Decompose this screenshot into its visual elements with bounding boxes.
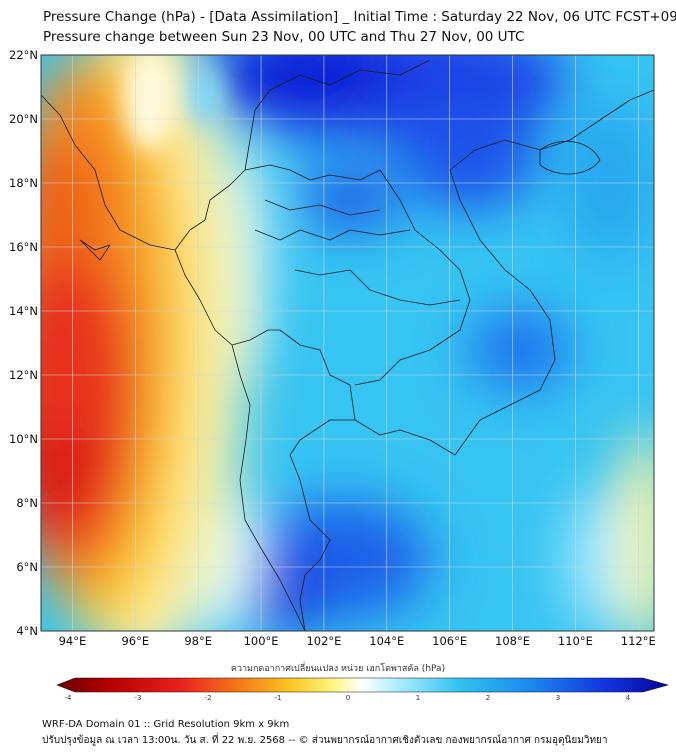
lat-label: 6°N [16, 560, 38, 574]
graticule [41, 54, 654, 632]
lon-label: 108°E [495, 634, 530, 648]
lon-label: 94°E [59, 634, 87, 648]
lat-label: 10°N [9, 432, 38, 446]
colorbar-tick: 4 [626, 694, 631, 702]
lat-label: 20°N [9, 112, 38, 126]
lon-label: 104°E [369, 634, 404, 648]
colorbar-tick: 0 [346, 694, 350, 702]
colorbar-tick: 1 [416, 694, 420, 702]
lat-label: 12°N [9, 368, 38, 382]
pressure-field [41, 55, 654, 631]
lon-label: 102°E [306, 634, 341, 648]
lat-label: 22°N [9, 48, 38, 62]
colorbar: -4 -3 -2 -1 0 1 2 3 4 [56, 677, 670, 702]
lon-label: 112°E [621, 634, 656, 648]
chart-subtitle: Pressure change between Sun 23 Nov, 00 U… [43, 29, 525, 45]
lat-label: 18°N [9, 176, 38, 190]
lon-label: 98°E [184, 634, 212, 648]
chart-title: Pressure Change (hPa) - [Data Assimilati… [43, 9, 676, 25]
lon-label: 106°E [432, 634, 467, 648]
colorbar-label: ความกดอากาศเปลี่ยนแปลง หน่วย เฮกโตพาสคัล… [230, 664, 446, 674]
colorbar-tick: 2 [486, 694, 490, 702]
map-frame [40, 54, 655, 632]
colorbar-tick: 3 [556, 694, 560, 702]
lon-label: 110°E [558, 634, 593, 648]
boundaries [41, 59, 654, 631]
lat-label: 4°N [16, 624, 38, 638]
lat-label: 16°N [9, 240, 38, 254]
lon-label: 100°E [244, 634, 279, 648]
lat-label: 8°N [16, 496, 38, 510]
colorbar-tick: -4 [65, 694, 73, 702]
colorbar-tick: -2 [205, 694, 212, 702]
colorbar-tick: -1 [275, 694, 282, 702]
update-credit: ปรับปรุงข้อมูล ณ เวลา 13:00น. วัน ส. ที่… [42, 735, 608, 746]
colorbar-tick: -3 [135, 694, 142, 702]
model-info: WRF-DA Domain 01 :: Grid Resolution 9km … [42, 719, 290, 730]
lon-label: 96°E [121, 634, 149, 648]
lat-label: 14°N [9, 304, 38, 318]
